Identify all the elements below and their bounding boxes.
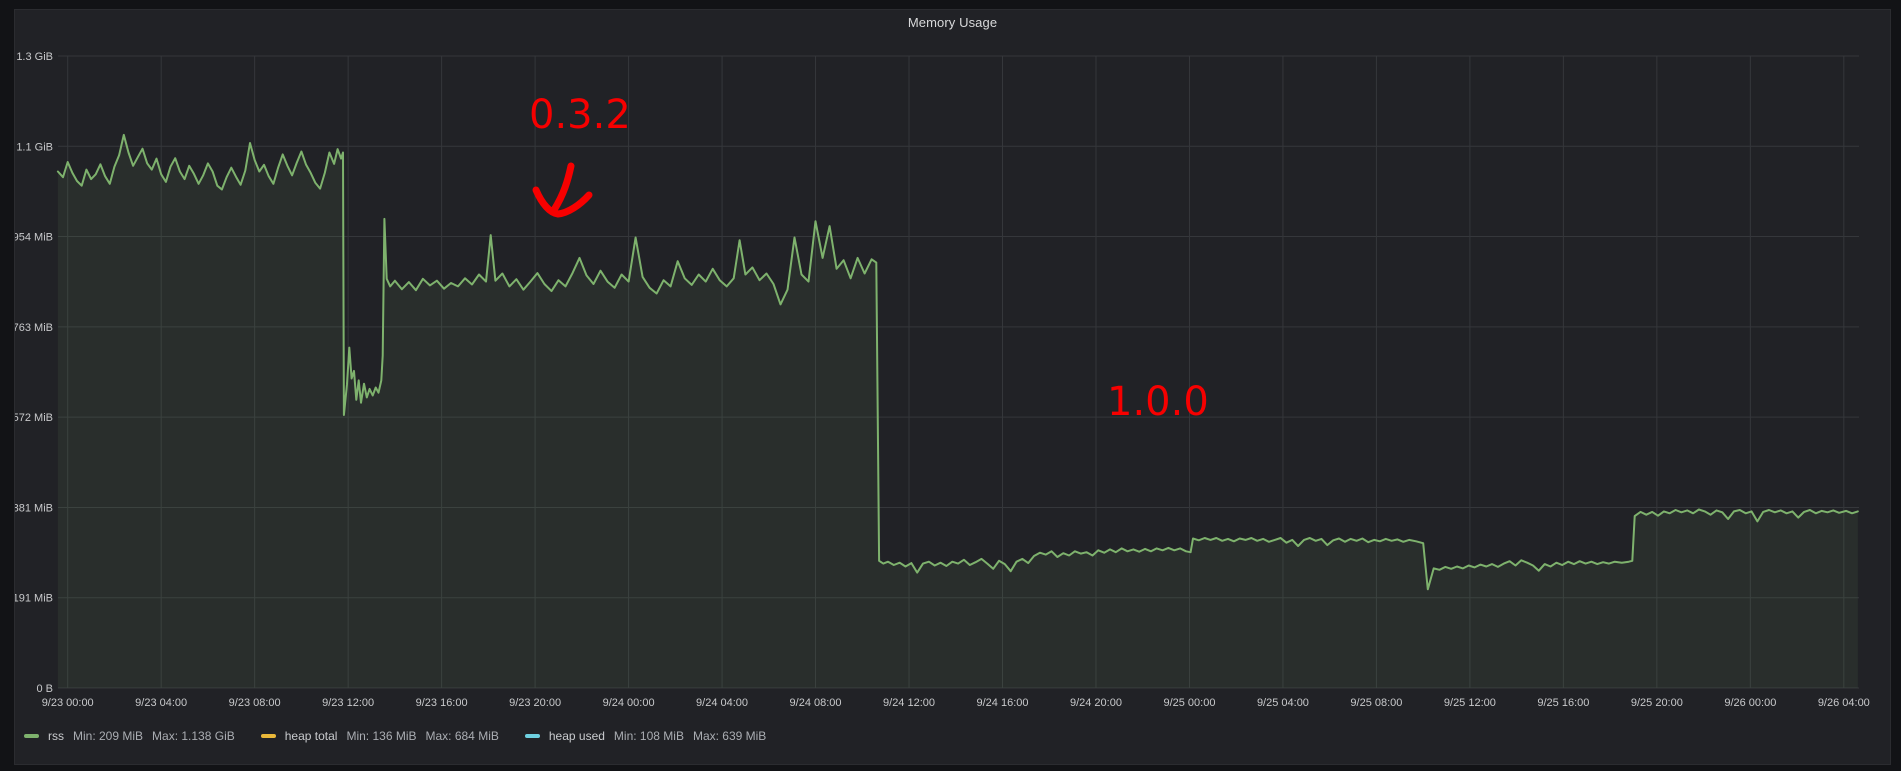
panel-title[interactable]: Memory Usage (907, 15, 998, 30)
rss-series-area (57, 134, 1858, 688)
y-axis-label: 0 B (36, 683, 53, 695)
y-axis-label: 763 MiB (15, 322, 53, 334)
legend-item-heap-used[interactable]: heap used Min: 108 MiB Max: 639 MiB (524, 729, 767, 743)
legend-color-dash-icon (524, 734, 540, 738)
x-axis-label: 9/24 00:00 (603, 697, 655, 709)
hand-drawn-arrow-icon (523, 158, 601, 235)
legend-min-value: Min: 108 MiB (613, 729, 684, 743)
x-axis-label: 9/26 04:00 (1818, 697, 1870, 709)
x-axis-label: 9/23 20:00 (509, 697, 561, 709)
legend-color-dash-icon (24, 734, 39, 738)
y-axis-label: 572 MiB (15, 412, 53, 424)
legend-max-value: Max: 684 MiB (425, 729, 499, 743)
x-axis-label: 9/25 00:00 (1163, 697, 1215, 709)
legend-series-name[interactable]: heap total (284, 729, 338, 743)
x-axis-label: 9/23 16:00 (416, 697, 468, 709)
x-axis-label: 9/23 00:00 (42, 697, 94, 709)
y-axis-label: 191 MiB (15, 593, 53, 605)
x-axis-label: 9/26 00:00 (1724, 697, 1776, 709)
x-axis-label: 9/25 08:00 (1350, 697, 1402, 709)
y-axis-label: 1.3 GiB (16, 51, 53, 63)
x-axis-label: 9/23 12:00 (322, 697, 374, 709)
legend-min-value: Min: 209 MiB (73, 729, 144, 743)
legend-item-heap-total[interactable]: heap total Min: 136 MiB Max: 684 MiB (260, 729, 499, 743)
x-axis-label: 9/24 12:00 (883, 697, 935, 709)
x-axis-label: 9/25 04:00 (1257, 697, 1309, 709)
x-axis-label: 9/23 04:00 (135, 697, 187, 709)
legend: rss Min: 209 MiB Max: 1.138 GiB heap total M… (24, 729, 766, 743)
x-axis-label: 9/24 16:00 (977, 697, 1029, 709)
memory-usage-panel: Memory Usage 0 B 191 MiB 381 MiB 572 MiB 763… (14, 9, 1891, 765)
x-axis-label: 9/25 16:00 (1537, 697, 1589, 709)
y-axis-label: 1.1 GiB (16, 141, 53, 153)
legend-color-dash-icon (260, 734, 276, 738)
legend-max-value: Max: 639 MiB (692, 729, 767, 743)
legend-series-name[interactable]: rss (48, 729, 64, 743)
x-axis-label: 9/24 20:00 (1070, 697, 1122, 709)
legend-max-value: Max: 1.138 GiB (152, 729, 235, 743)
x-axis-label: 9/25 20:00 (1631, 697, 1683, 709)
legend-series-name[interactable]: heap used (548, 729, 605, 743)
x-axis-label: 9/24 08:00 (790, 697, 842, 709)
memory-usage-chart[interactable]: 0 B 191 MiB 381 MiB 572 MiB 763 MiB 954 MiB 1.… (15, 10, 1892, 766)
x-axis-label: 9/24 04:00 (696, 697, 748, 709)
legend-item-rss[interactable]: rss Min: 209 MiB Max: 1.138 GiB (24, 729, 235, 743)
legend-min-value: Min: 136 MiB (346, 729, 417, 743)
y-axis-label: 381 MiB (15, 502, 53, 514)
x-axis-label: 9/25 12:00 (1444, 697, 1496, 709)
x-axis-label: 9/23 08:00 (229, 697, 281, 709)
rss-series-line (56, 133, 1859, 591)
y-axis-label: 954 MiB (15, 232, 53, 244)
